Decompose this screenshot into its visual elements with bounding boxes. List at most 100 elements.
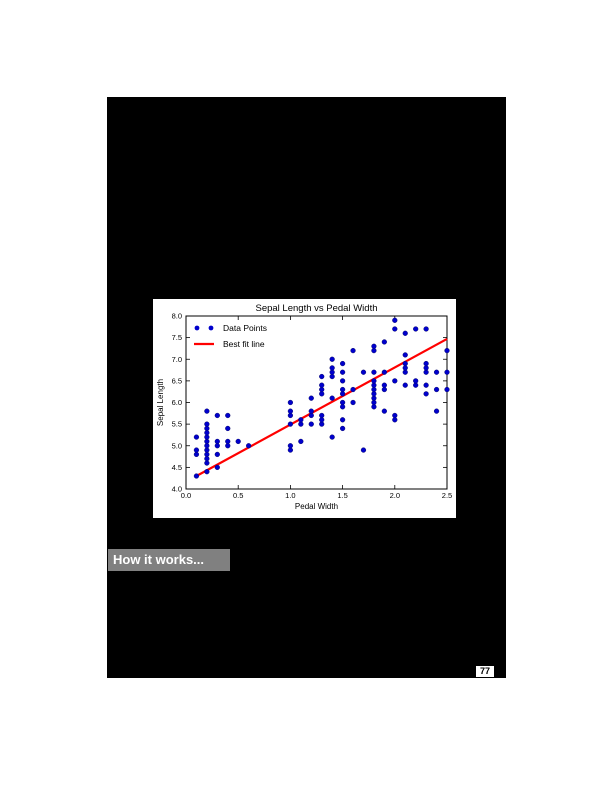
x-tick-label: 0.0 — [181, 491, 191, 500]
data-point — [329, 395, 335, 401]
legend-label-data-points: Data Points — [223, 323, 267, 333]
data-point — [287, 408, 294, 414]
data-point — [371, 378, 377, 384]
data-point — [340, 417, 346, 423]
data-point — [308, 412, 314, 419]
y-tick-label: 6.0 — [172, 398, 182, 407]
data-point — [204, 447, 210, 453]
data-point — [287, 443, 294, 449]
data-point — [225, 438, 231, 445]
x-tick-label: 2.0 — [390, 491, 400, 500]
data-point — [225, 412, 231, 419]
data-point — [402, 330, 408, 336]
data-point — [340, 378, 346, 384]
x-tick-label: 2.5 — [442, 491, 452, 500]
data-point — [392, 326, 398, 332]
data-point — [214, 443, 220, 449]
data-point — [319, 386, 325, 393]
y-tick-label: 7.0 — [172, 355, 182, 364]
data-point — [413, 382, 419, 388]
data-point — [340, 404, 346, 410]
data-point — [433, 386, 440, 393]
data-point — [225, 443, 231, 449]
data-point — [319, 421, 325, 427]
data-point — [319, 417, 325, 423]
data-point — [287, 399, 294, 406]
data-point — [204, 421, 210, 427]
data-point — [298, 421, 304, 427]
data-point — [329, 365, 335, 371]
section-heading: How it works... — [108, 549, 230, 571]
y-tick-label: 5.0 — [172, 441, 182, 450]
data-point — [402, 369, 408, 375]
data-point — [402, 352, 408, 358]
data-point — [204, 438, 210, 445]
data-point — [402, 382, 408, 388]
data-point — [308, 421, 314, 427]
data-point — [392, 378, 398, 384]
data-point — [204, 460, 210, 466]
data-point — [214, 451, 220, 458]
data-point — [371, 382, 377, 388]
data-point — [204, 443, 210, 449]
scatter-chart: 0.0 0.5 1.0 1.5 2.0 2.5 4.0 4.5 5.0 5.5 6.0 6.5 7.0 7… — [156, 303, 452, 511]
data-point — [350, 399, 356, 406]
data-point — [371, 395, 377, 401]
data-point — [340, 386, 346, 393]
data-point — [423, 360, 429, 367]
data-point — [350, 347, 356, 354]
data-point — [329, 369, 335, 375]
data-point — [319, 391, 325, 397]
data-point — [413, 378, 419, 384]
data-point — [298, 417, 304, 423]
data-point — [413, 326, 419, 332]
data-point — [381, 382, 387, 388]
data-point — [225, 425, 231, 432]
data-point — [319, 373, 325, 380]
y-tick-label: 7.5 — [172, 333, 182, 342]
data-point — [308, 395, 314, 401]
data-point — [308, 408, 314, 414]
data-point — [371, 343, 377, 349]
y-tick-label: 5.5 — [172, 420, 182, 429]
data-point — [287, 421, 294, 427]
y-tick-label: 6.5 — [172, 376, 182, 385]
scatter-chart-figure: 0.0 0.5 1.0 1.5 2.0 2.5 4.0 4.5 5.0 5.5 6.0 6.5 7.0 7… — [153, 299, 456, 518]
x-axis-label: Pedal Width — [295, 502, 338, 511]
data-point — [444, 386, 450, 393]
data-point — [319, 382, 325, 388]
data-point — [214, 464, 220, 470]
data-point — [444, 369, 450, 375]
data-point — [214, 412, 220, 419]
book-page: 0.0 0.5 1.0 1.5 2.0 2.5 4.0 4.5 5.0 5.5 6.0 6.5 7.0 7… — [107, 97, 506, 678]
data-point — [360, 447, 367, 453]
x-tick-label: 0.5 — [233, 491, 243, 500]
data-point — [340, 425, 346, 432]
data-point — [423, 382, 429, 388]
best-fit-line — [195, 337, 448, 477]
data-point — [319, 412, 325, 419]
data-point — [402, 360, 408, 367]
data-point — [193, 451, 200, 458]
data-point — [246, 443, 252, 449]
data-point — [392, 317, 398, 323]
data-point — [392, 412, 398, 419]
data-point — [392, 417, 398, 423]
data-point — [204, 408, 210, 414]
data-point — [204, 425, 210, 432]
data-point — [381, 386, 387, 393]
data-point — [371, 386, 377, 393]
data-point — [371, 369, 377, 375]
data-point — [287, 412, 294, 419]
data-point — [204, 434, 210, 440]
data-point — [423, 326, 429, 332]
data-point — [329, 356, 335, 362]
data-point — [433, 369, 440, 375]
chart-title: Sepal Length vs Pedal Width — [256, 303, 378, 314]
data-point — [235, 438, 241, 445]
data-point — [193, 434, 200, 440]
data-point — [371, 391, 377, 397]
data-point — [381, 408, 387, 414]
x-tick-label: 1.0 — [285, 491, 295, 500]
data-point — [340, 369, 346, 375]
